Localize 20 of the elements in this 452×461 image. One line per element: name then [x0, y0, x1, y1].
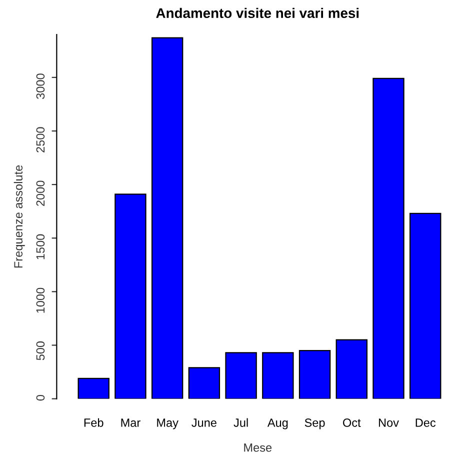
y-axis-title: Frequenze assolute — [14, 165, 25, 268]
y-tick-label: 2000 — [36, 180, 45, 206]
x-tick-label: Aug — [267, 418, 288, 430]
x-tick-label: Sep — [304, 418, 325, 430]
x-tick-label: Dec — [416, 418, 436, 427]
x-tick-label: May — [157, 418, 178, 430]
y-tick-label: 500 — [36, 341, 45, 360]
x-tick-label: Jul — [234, 418, 248, 427]
x-tick-label: Mar — [121, 418, 140, 427]
y-tick-label: 3000 — [36, 74, 45, 99]
x-tick-label: Feb — [84, 418, 104, 427]
x-tick-label: Nov — [378, 418, 399, 427]
y-tick-label: 0 — [36, 394, 45, 401]
x-tick-label: June — [192, 418, 216, 427]
x-tick-label: Oct — [343, 418, 361, 427]
x-axis-title: Mese — [244, 444, 272, 452]
y-tick-label: 1500 — [36, 234, 45, 260]
y-tick-label: 1000 — [36, 288, 45, 313]
chart-title: Andamento visite nei vari mesi — [156, 8, 359, 18]
y-tick-label: 2500 — [36, 127, 45, 152]
